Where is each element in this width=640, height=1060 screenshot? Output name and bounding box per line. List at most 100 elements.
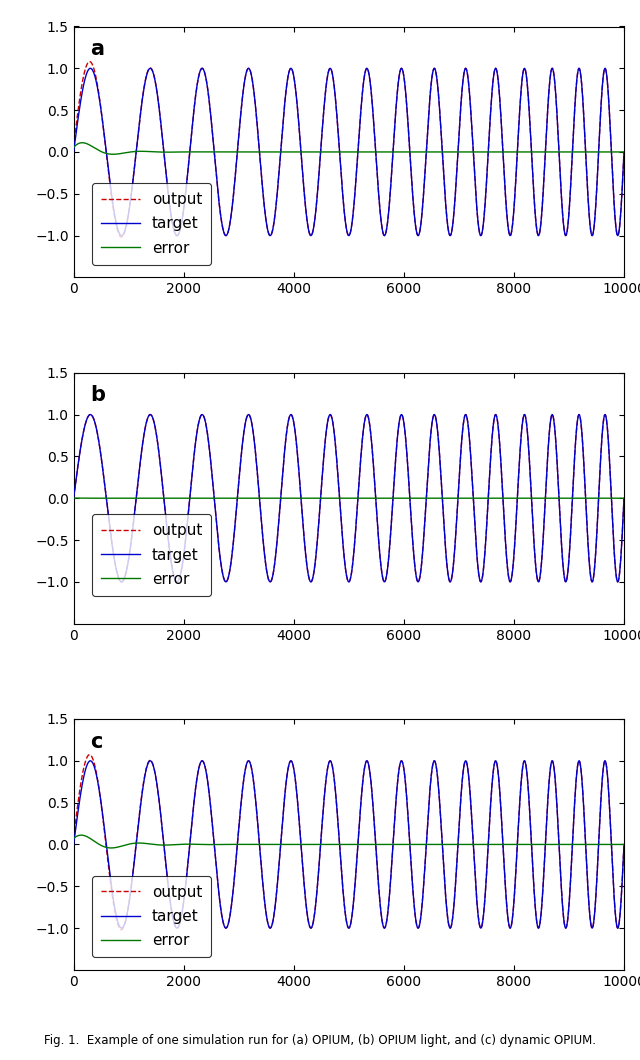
error [594,838,602,851]
error [70,141,77,154]
output [449,212,457,225]
target [70,492,77,505]
Legend: output, target, error: output, target, error [92,876,211,957]
error [620,838,628,851]
output [345,576,353,588]
target [620,145,628,158]
output [70,832,77,845]
target [449,905,457,918]
target [442,896,450,908]
target [345,229,353,242]
error [391,492,399,505]
error [449,838,457,851]
target [70,145,77,158]
Line: output: output [74,61,624,237]
output [391,808,399,820]
output [594,164,602,177]
output [70,141,77,154]
output [117,923,125,936]
output [449,905,457,918]
target [594,511,602,524]
error [594,145,602,158]
output [126,888,134,901]
output [70,492,77,505]
output [86,55,93,68]
output [391,116,399,128]
Line: output: output [74,755,624,930]
error [126,492,134,505]
error [391,145,399,158]
target [391,116,399,128]
output [177,217,185,230]
target [449,560,457,572]
error [449,145,457,158]
output [449,560,457,572]
error [126,837,134,850]
target [345,922,353,935]
target [594,856,602,869]
error [449,492,457,505]
error [177,838,185,851]
output [462,408,470,421]
Text: a: a [90,39,104,59]
output [620,492,628,505]
target [442,204,450,216]
Text: c: c [90,731,102,752]
target [620,492,628,505]
error [177,145,185,158]
error [70,832,77,845]
error [70,492,77,505]
Line: target: target [74,761,624,929]
error [620,492,628,505]
target [462,61,470,74]
output [442,897,450,909]
error [109,148,117,161]
error [177,492,185,505]
output [442,204,450,216]
Line: target: target [74,414,624,582]
Line: output: output [74,414,624,582]
target [70,838,77,851]
error [620,145,628,158]
error [442,492,450,505]
target [126,890,134,903]
output [177,564,185,577]
error [91,492,99,505]
Line: error: error [74,143,624,155]
output [620,838,628,851]
Legend: output, target, error: output, target, error [92,183,211,265]
output [118,231,125,244]
output [594,511,602,524]
Line: error: error [74,835,624,848]
output [86,748,93,761]
Legend: output, target, error: output, target, error [92,514,211,596]
target [391,809,399,822]
target [449,213,457,226]
error [74,492,82,505]
target [126,544,134,556]
error [126,145,134,158]
output [620,145,628,158]
target [391,462,399,475]
Line: target: target [74,68,624,235]
target [620,838,628,851]
target [462,408,470,421]
error [442,838,450,851]
target [462,755,470,767]
target [177,218,185,231]
target [126,197,134,210]
output [126,197,134,210]
output [391,462,399,475]
error [442,145,450,158]
error [77,829,85,842]
output [126,544,134,556]
Text: b: b [90,385,105,405]
output [177,909,185,922]
target [177,564,185,577]
error [594,492,602,505]
error [391,838,399,851]
target [177,911,185,923]
output [594,856,602,869]
target [345,576,353,588]
error [108,842,115,854]
